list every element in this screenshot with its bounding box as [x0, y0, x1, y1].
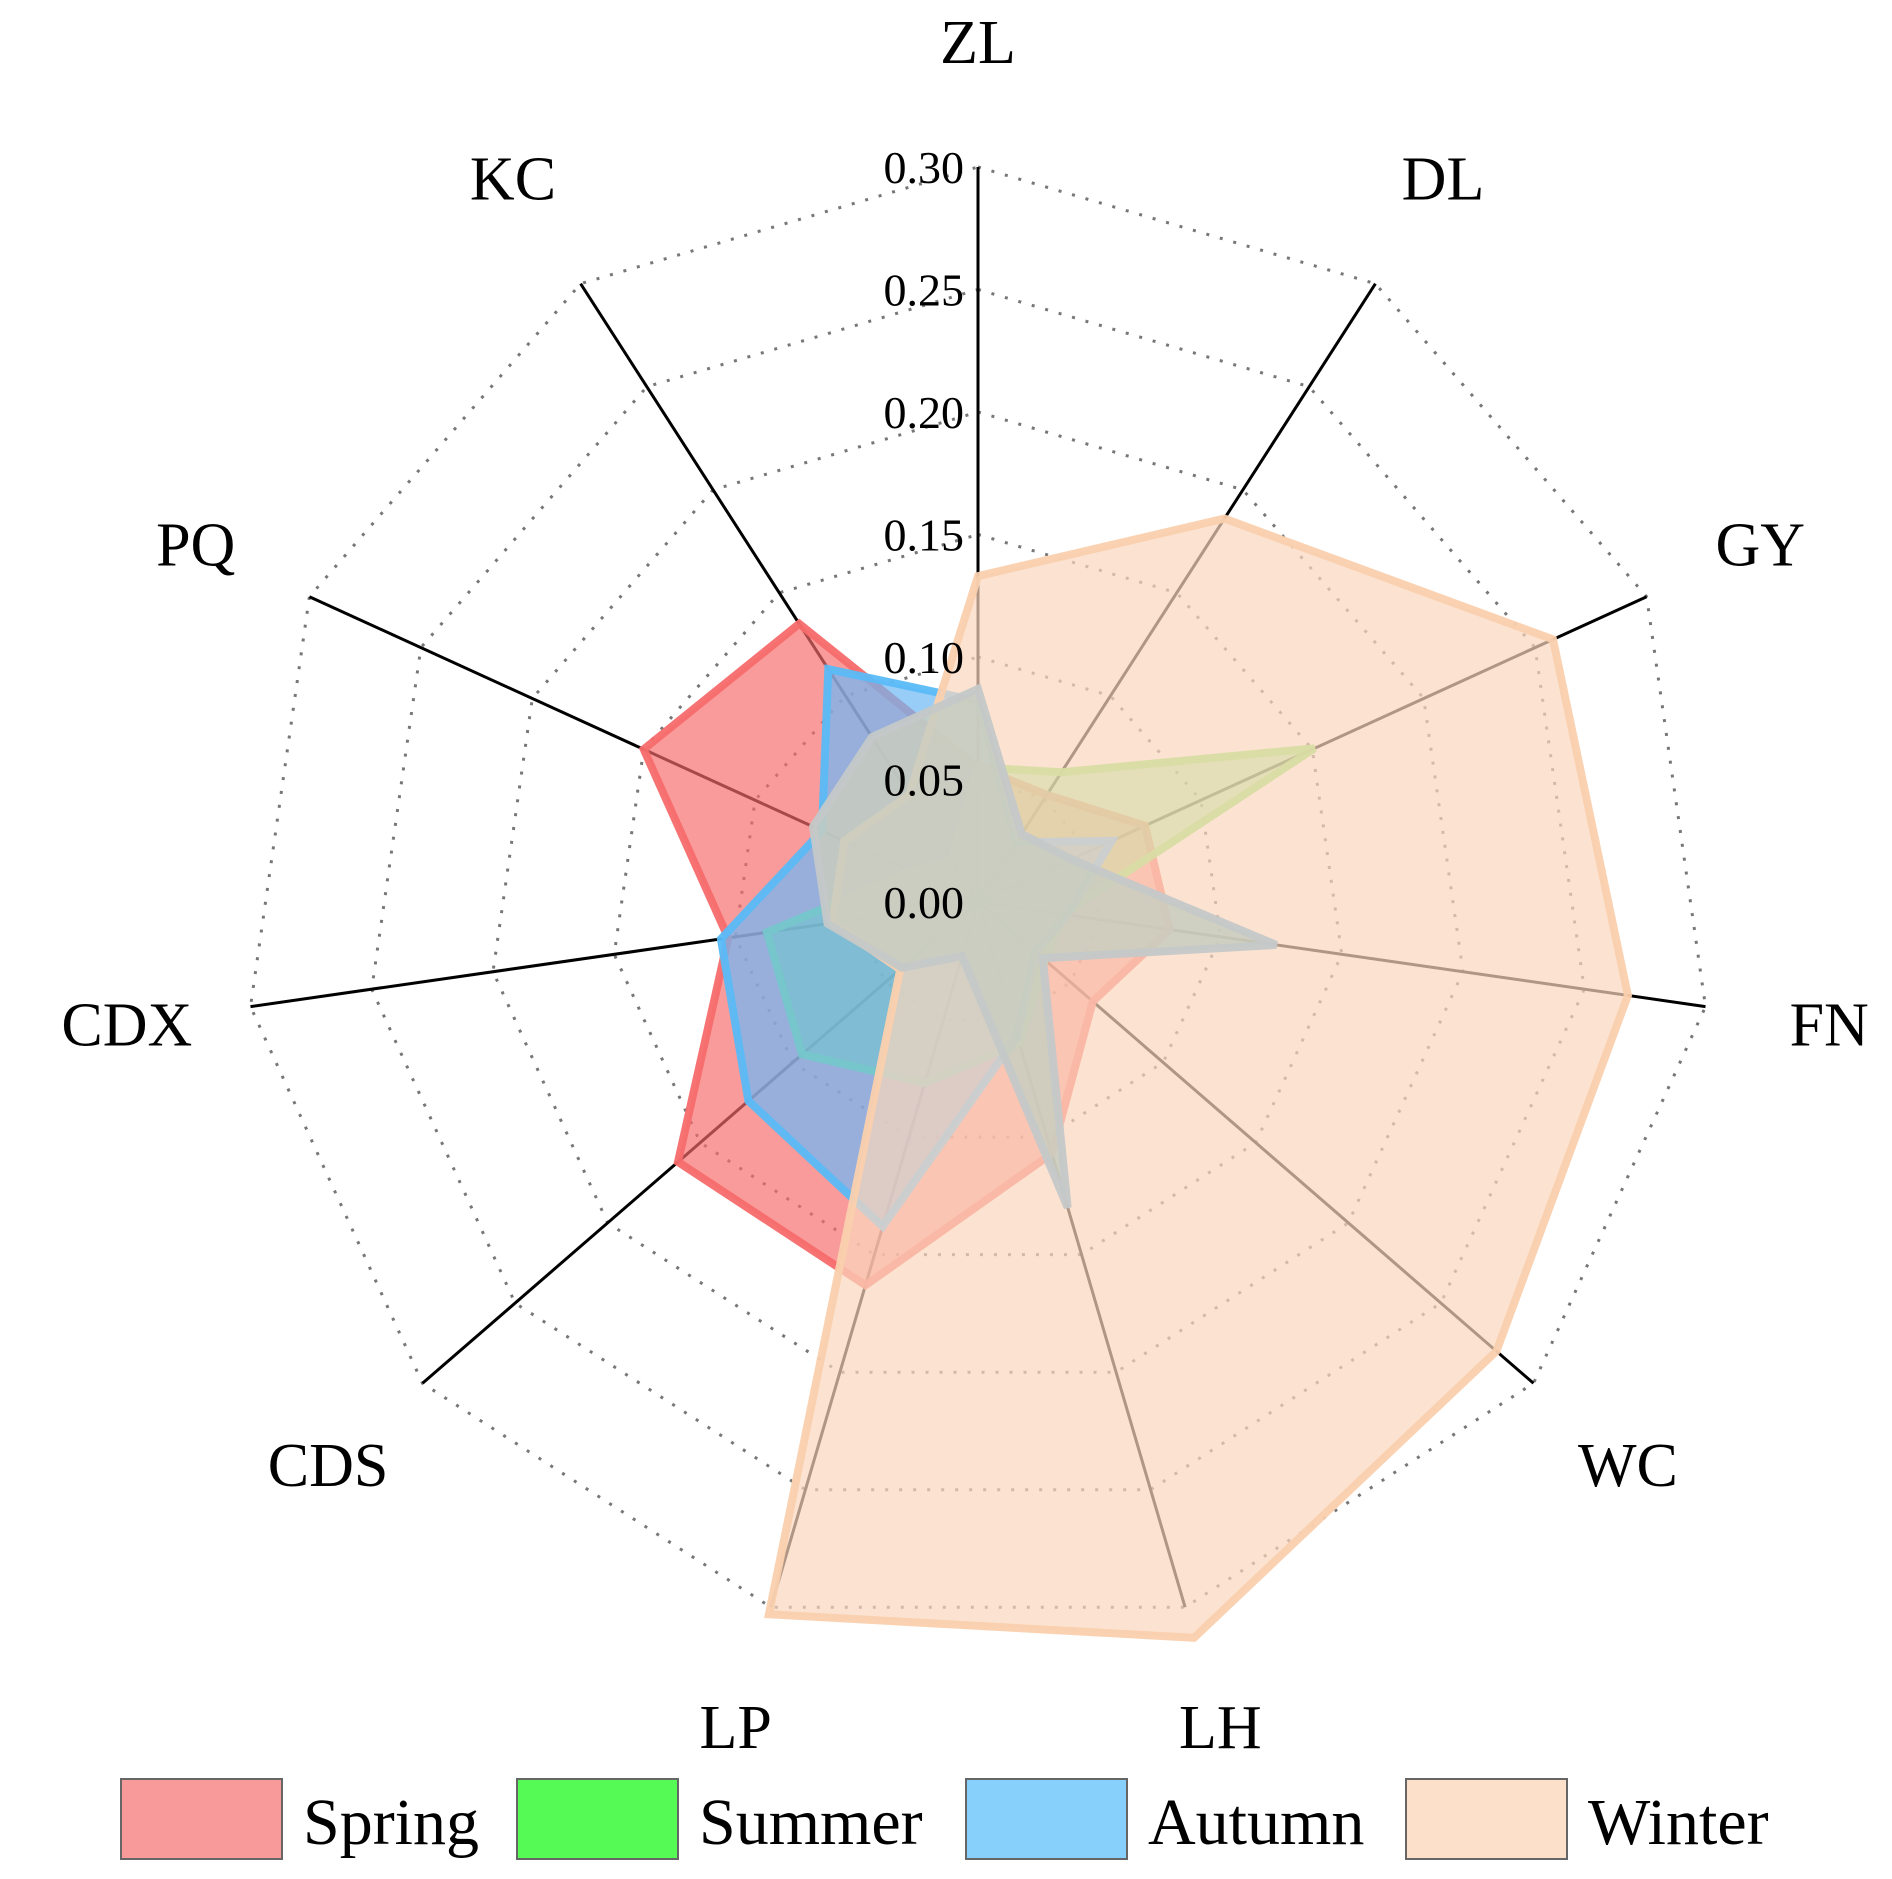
- axis-label-zl: ZL: [940, 9, 1016, 77]
- legend-label-winter: Winter: [1588, 1786, 1769, 1859]
- axis-label-fn: FN: [1790, 991, 1869, 1059]
- axis-label-gy: GY: [1716, 512, 1806, 580]
- tick-label: 0.20: [884, 387, 965, 438]
- legend-label-autumn: Autumn: [1148, 1786, 1364, 1859]
- legend: Spring Summer Autumn Winter: [120, 1778, 1769, 1860]
- axis-label-kc: KC: [470, 146, 556, 214]
- axis-label-cdx: CDX: [61, 991, 192, 1059]
- legend-item-summer: Summer: [516, 1778, 923, 1860]
- series-layer: [638, 514, 1633, 1642]
- legend-swatch-spring: [120, 1778, 283, 1860]
- tick-label: 0.30: [884, 142, 965, 193]
- tick-label: 0.25: [884, 265, 965, 316]
- legend-label-summer: Summer: [699, 1786, 923, 1859]
- axis-label-lh: LH: [1179, 1694, 1262, 1762]
- legend-swatch-autumn: [965, 1778, 1128, 1860]
- axis-label-cds: CDS: [268, 1432, 389, 1500]
- axis-label-wc: WC: [1578, 1432, 1678, 1500]
- legend-item-autumn: Autumn: [965, 1778, 1364, 1860]
- grid-ring-5: [370, 287, 1586, 1492]
- legend-item-spring: Spring: [120, 1778, 479, 1860]
- legend-label-spring: Spring: [303, 1786, 479, 1859]
- legend-swatch-summer: [516, 1778, 679, 1860]
- legend-item-winter: Winter: [1405, 1778, 1769, 1860]
- axis-label-dl: DL: [1402, 146, 1485, 214]
- tick-label: 0.10: [884, 632, 965, 683]
- tick-label: 0.05: [884, 755, 965, 806]
- legend-swatch-winter: [1405, 1778, 1568, 1860]
- axis-label-pq: PQ: [156, 512, 235, 580]
- grid-ring-6: [248, 165, 1708, 1609]
- axis-label-layer: ZL DL GY FN WC LH LP CDS CDX PQ KC: [61, 9, 1868, 1762]
- axis-label-lp: LP: [700, 1694, 772, 1762]
- tick-layer: 0.00 0.05 0.10 0.15 0.20 0.25 0.30: [884, 142, 965, 928]
- tick-label: 0.15: [884, 510, 965, 561]
- tick-label: 0.00: [884, 877, 965, 928]
- series-overlay-4: [808, 683, 1278, 1210]
